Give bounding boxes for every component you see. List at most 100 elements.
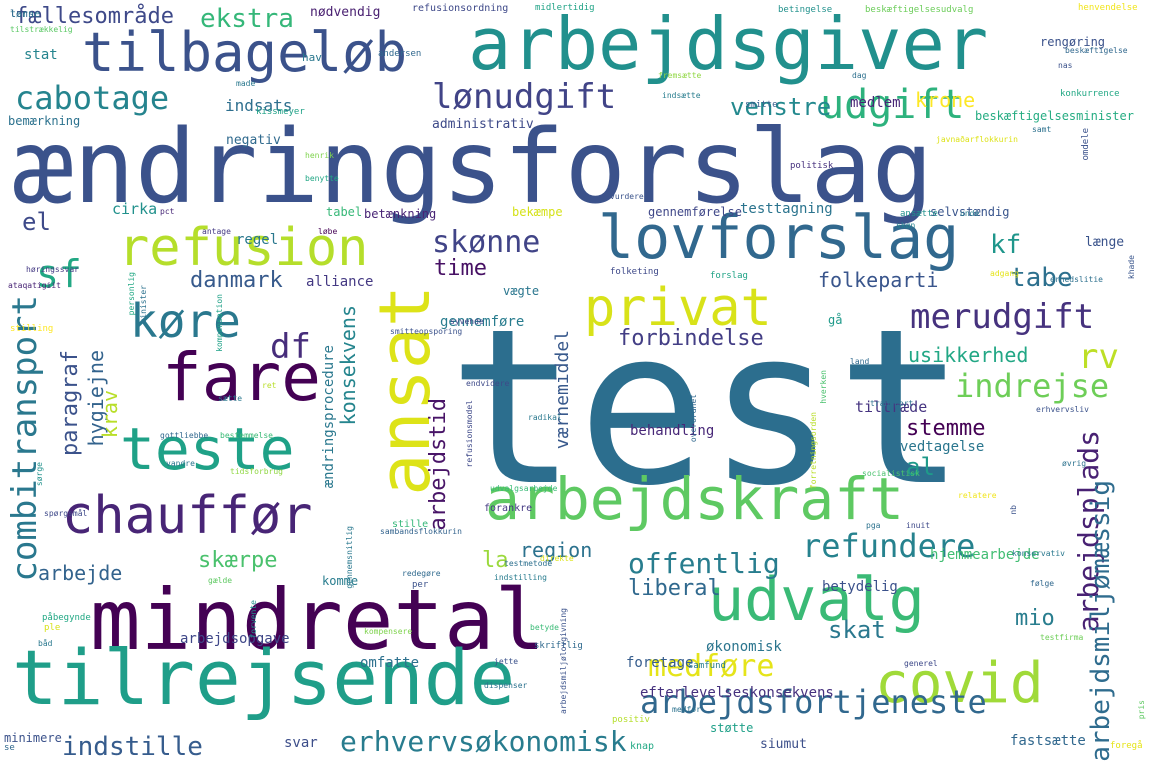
word-55: krav — [98, 390, 122, 439]
word-107: dag — [852, 71, 867, 80]
word-29: df — [270, 327, 311, 367]
word-32: rv — [1078, 337, 1119, 377]
word-61: al — [906, 453, 935, 481]
word-139: endvidere — [466, 379, 510, 388]
word-57: værnemiddel — [552, 330, 573, 450]
word-158: spørgsmål — [44, 509, 88, 518]
word-142: forretningsorden — [809, 412, 818, 490]
word-124: løbe — [318, 227, 338, 236]
word-9: refusion — [118, 218, 369, 278]
word-25: medføre — [648, 649, 775, 684]
word-60: mio — [1015, 606, 1055, 631]
word-99: beskæftigelsesudvalg — [865, 5, 974, 15]
word-174: skriftlig — [534, 641, 583, 651]
word-31: el — [22, 208, 51, 236]
word-94: stat — [24, 47, 58, 63]
word-195: stille — [392, 519, 429, 530]
word-121: vurdere — [610, 192, 644, 201]
word-136: adgang — [990, 269, 1019, 278]
word-70: efterlevelseskonsekvens — [640, 685, 834, 701]
word-119: javnaðarflokkurin — [936, 135, 1018, 144]
word-133: minister — [139, 285, 148, 324]
word-129: vægte — [503, 284, 540, 298]
word-177: generel — [904, 659, 938, 668]
word-185: pris — [1137, 700, 1146, 720]
word-73: omfatte — [360, 655, 420, 671]
word-69: betydelig — [822, 579, 898, 595]
word-159: sambandsflokkurin — [380, 527, 462, 536]
word-78: siumut — [760, 737, 807, 752]
word-93: rengøring — [1040, 35, 1106, 49]
word-68: hjemmearbejde — [930, 547, 1040, 563]
word-127: forslag — [710, 271, 748, 281]
word-149: øvrig — [1062, 459, 1087, 468]
word-27: indstille — [62, 732, 203, 762]
word-37: fællesområde — [15, 4, 174, 29]
word-189: ret — [262, 381, 277, 390]
word-161: konservativ — [1012, 549, 1065, 558]
word-197: nb — [1009, 505, 1018, 515]
word-176: testfirma — [1040, 633, 1084, 642]
word-151: tidsforbrug — [230, 467, 283, 476]
word-190: overordnet — [689, 394, 698, 443]
word-137: khade — [1127, 255, 1136, 280]
word-144: erhvervsliv — [1036, 405, 1089, 414]
word-83: tabel — [326, 205, 363, 219]
word-24: refundere — [802, 527, 976, 565]
word-3: arbejdsgiver — [468, 2, 989, 86]
word-74: foretage — [626, 655, 694, 671]
word-42: region — [520, 538, 593, 562]
word-157: pga — [866, 521, 881, 530]
word-97: midlertidig — [535, 3, 595, 13]
word-20: lønudgift — [432, 77, 617, 117]
word-175: samfund — [688, 661, 726, 671]
word-112: indsætte — [662, 91, 701, 100]
word-19: cabotage — [15, 79, 170, 117]
word-21: combitransport — [5, 295, 45, 582]
word-36: ekstra — [200, 4, 294, 34]
word-141: hverken — [819, 370, 828, 404]
word-79: gennemføre — [440, 314, 525, 330]
word-173: dispenser — [484, 681, 528, 690]
word-162: gælde — [208, 576, 233, 585]
word-41: offentlig — [628, 547, 780, 580]
word-52: konsekvens — [336, 305, 360, 426]
word-13: fare — [162, 339, 321, 416]
word-65: tiltræde — [855, 398, 928, 416]
word-109: bemærkning — [8, 114, 81, 128]
word-86: gennemførelse — [648, 205, 742, 219]
word-183: knap — [630, 741, 655, 752]
word-30: sf — [36, 252, 82, 296]
word-90: negativ — [226, 133, 281, 148]
word-146: bestemmelse — [220, 431, 273, 440]
word-110: kissmeyer — [256, 107, 305, 117]
word-111: made — [236, 79, 256, 88]
word-46: folkeparti — [818, 268, 939, 292]
word-154: relatere — [958, 491, 997, 500]
word-169: ple — [44, 623, 61, 633]
word-135: syvende — [450, 317, 484, 326]
word-152: forankre — [484, 503, 533, 514]
word-58: liberal — [628, 576, 721, 601]
word-168: påbegynde — [42, 613, 91, 623]
word-118: omdele — [1081, 128, 1091, 161]
word-4: tilbageløb — [82, 21, 408, 84]
word-35: arbejdsmiljømæssig — [1086, 480, 1116, 762]
word-113: smitte — [745, 100, 778, 110]
word-115: henrik — [305, 151, 334, 160]
word-11: udvalg — [708, 565, 925, 635]
word-179: positiv — [612, 715, 650, 725]
word-178: kompensere — [364, 627, 413, 636]
word-181: minimere — [4, 731, 62, 745]
word-170: båd — [38, 639, 53, 648]
word-194: gå — [828, 313, 843, 327]
word-182: se — [4, 743, 15, 753]
word-134: smitteopsporing — [390, 327, 463, 336]
word-81: testtagning — [740, 201, 833, 217]
word-166: testmetode — [504, 559, 553, 568]
word-77: støtte — [710, 721, 754, 735]
word-167: følge — [1030, 579, 1055, 588]
word-160: direkte — [540, 554, 574, 563]
word-59: skat — [828, 616, 886, 644]
